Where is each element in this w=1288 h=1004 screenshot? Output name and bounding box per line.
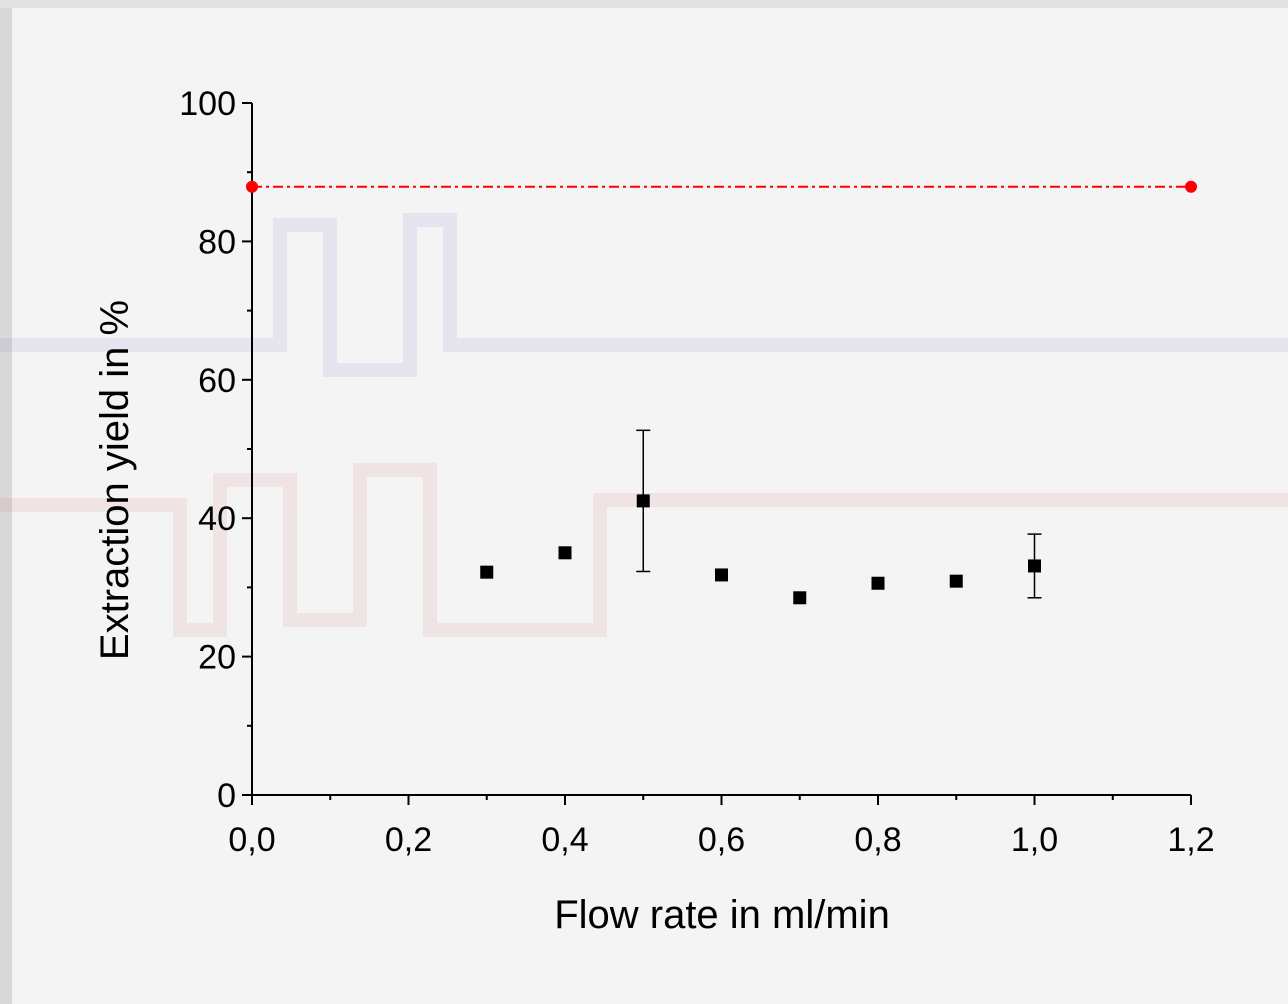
y-tick-label: 20: [198, 639, 236, 677]
point: [1185, 180, 1197, 193]
point: [715, 568, 728, 582]
x-tick-label: 1,2: [1167, 821, 1214, 859]
point: [480, 565, 494, 579]
y-tick-label: 60: [198, 362, 236, 400]
x-axis-label: Flow rate in ml/min: [554, 893, 890, 937]
point: [871, 576, 885, 590]
background-pattern: [0, 213, 1288, 637]
x-tick-label: 0,6: [698, 821, 745, 859]
top-border: [0, 0, 1288, 8]
y-tick-label: 100: [179, 85, 236, 123]
x-tick-label: 1,0: [1011, 821, 1058, 859]
x-tick-label: 0,2: [385, 821, 432, 859]
point: [636, 494, 650, 508]
x-tick-label: 0,0: [228, 821, 275, 859]
y-tick-label: 80: [198, 223, 236, 261]
y-tick-label: 40: [198, 500, 236, 538]
point: [949, 574, 963, 588]
y-axis-label: Extraction yield in %: [93, 300, 137, 660]
point: [1028, 559, 1041, 573]
y-tick-label: 0: [217, 777, 236, 815]
left-border: [0, 0, 12, 1004]
point: [246, 180, 258, 193]
point: [558, 546, 572, 560]
point: [793, 591, 807, 605]
x-tick-label: 0,4: [541, 821, 588, 859]
x-tick-label: 0,8: [854, 821, 901, 859]
